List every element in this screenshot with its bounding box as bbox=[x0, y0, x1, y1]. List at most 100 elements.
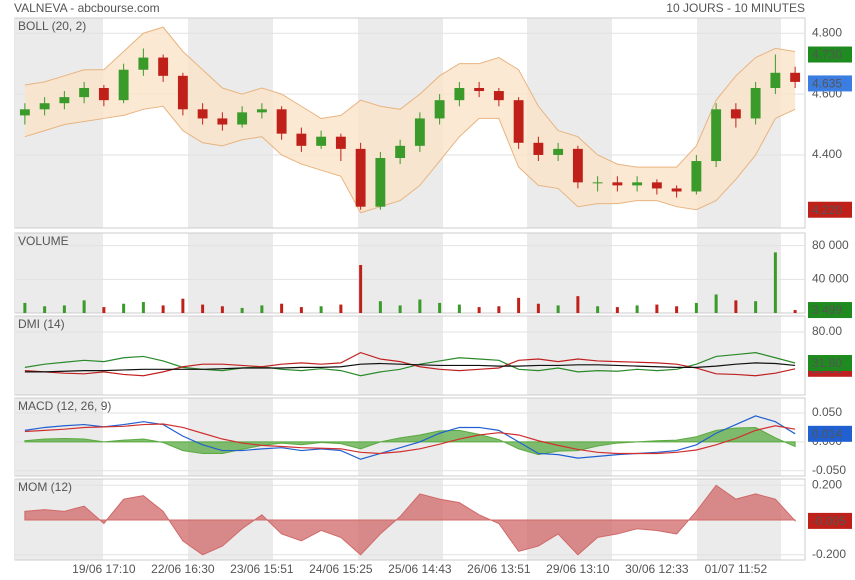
candle-body bbox=[493, 91, 504, 101]
volume-bar bbox=[714, 294, 718, 313]
candle-body bbox=[19, 109, 30, 116]
volume-bar bbox=[694, 302, 698, 313]
x-tick-label: 01/07 11:52 bbox=[705, 562, 768, 576]
value-tag-label: 4.220 bbox=[812, 203, 842, 217]
series-line bbox=[24, 415, 796, 460]
volume-bar bbox=[655, 304, 659, 313]
day-shade bbox=[358, 316, 443, 395]
panel-title: VOLUME bbox=[18, 234, 69, 248]
volume-bar bbox=[280, 303, 284, 313]
volume-bar bbox=[556, 305, 560, 313]
candle-body bbox=[395, 145, 406, 158]
volume-bar bbox=[754, 301, 758, 313]
candle-body bbox=[197, 109, 208, 119]
volume-bar bbox=[102, 307, 106, 313]
value-tag-label: 4.635 bbox=[812, 77, 842, 91]
day-shade bbox=[697, 233, 781, 313]
volume-bar bbox=[201, 304, 205, 313]
value-tag bbox=[808, 75, 852, 92]
value-tag bbox=[808, 46, 852, 63]
volume-bar bbox=[240, 307, 244, 313]
page-title: VALNEVA - abcbourse.com bbox=[14, 1, 160, 15]
candle-body bbox=[572, 148, 583, 183]
y-tick-label: 4.400 bbox=[812, 147, 842, 161]
day-shade bbox=[527, 398, 612, 476]
panel-title: BOLL (20, 2) bbox=[18, 19, 86, 33]
day-shade bbox=[527, 479, 612, 560]
day-shade bbox=[188, 233, 273, 313]
x-tick-label: 22/06 16:30 bbox=[151, 562, 215, 576]
volume-bar bbox=[260, 305, 264, 313]
candle-body bbox=[414, 118, 425, 146]
y-tick-label: 0.200 bbox=[812, 477, 842, 491]
y-tick-label: 4.800 bbox=[812, 25, 842, 39]
candle-body bbox=[651, 182, 662, 189]
candle-body bbox=[217, 118, 228, 125]
x-tick-label: 19/06 17:10 bbox=[72, 562, 136, 576]
volume-bar bbox=[497, 306, 501, 313]
volume-bar bbox=[319, 306, 323, 313]
candle-body bbox=[533, 142, 544, 155]
value-tag-label: 4.730 bbox=[812, 48, 842, 62]
volume-bar bbox=[615, 307, 619, 313]
candle-body bbox=[790, 72, 801, 82]
candle-body bbox=[335, 136, 346, 149]
volume-bar bbox=[141, 302, 145, 313]
volume-bar bbox=[675, 306, 679, 313]
x-tick-label: 23/06 15:51 bbox=[230, 562, 294, 576]
candle-body bbox=[612, 182, 623, 186]
candle-body bbox=[711, 109, 722, 162]
volume-bar bbox=[299, 307, 303, 313]
series-line bbox=[24, 362, 796, 373]
value-tag-label: 0.014 bbox=[812, 427, 842, 441]
value-tag bbox=[808, 355, 852, 372]
volume-bar bbox=[122, 303, 126, 313]
value-tag bbox=[808, 512, 852, 529]
volume-bar bbox=[418, 299, 422, 313]
value-tag-label: 3 499 bbox=[812, 303, 842, 317]
candle-body bbox=[355, 148, 366, 207]
day-shade bbox=[527, 233, 612, 313]
candle-body bbox=[158, 57, 169, 76]
volume-bar bbox=[536, 303, 540, 313]
candle-body bbox=[454, 88, 465, 101]
y-tick-label: 80 000 bbox=[812, 238, 849, 252]
candle-body bbox=[276, 109, 287, 134]
y-tick-label: -0.050 bbox=[812, 463, 846, 477]
y-tick-label: 0.050 bbox=[812, 405, 842, 419]
x-tick-label: 25/06 14:43 bbox=[388, 562, 452, 576]
panel-title: DMI (14) bbox=[18, 317, 65, 331]
period: 10 JOURS - 10 MINUTES bbox=[666, 1, 805, 15]
volume-bar bbox=[181, 298, 185, 313]
volume-bar bbox=[438, 302, 442, 313]
day-shade bbox=[15, 233, 103, 313]
y-tick-label: -0.200 bbox=[812, 547, 846, 561]
y-tick-label: 40 000 bbox=[812, 271, 849, 285]
volume-bar bbox=[596, 306, 600, 313]
candle-body bbox=[632, 182, 643, 186]
value-tag bbox=[808, 302, 852, 319]
day-shade bbox=[188, 316, 273, 395]
candle-body bbox=[671, 188, 682, 192]
candle-body bbox=[256, 109, 267, 113]
candle-body bbox=[375, 158, 386, 207]
panel-title: MACD (12, 26, 9) bbox=[18, 399, 111, 413]
volume-bar bbox=[339, 304, 343, 313]
candle-body bbox=[691, 161, 702, 192]
candle-body bbox=[316, 136, 327, 146]
candle-body bbox=[592, 182, 603, 184]
candle-body bbox=[79, 88, 90, 98]
day-shade bbox=[15, 316, 103, 395]
y-tick-label: 80.00 bbox=[812, 324, 842, 338]
band-line bbox=[24, 26, 796, 168]
candle-body bbox=[177, 75, 188, 110]
panel-title: MOM (12) bbox=[18, 480, 72, 494]
volume-bar bbox=[220, 306, 224, 313]
value-tag bbox=[808, 201, 852, 218]
volume-bar bbox=[62, 305, 66, 313]
series-line bbox=[24, 423, 796, 455]
day-shade bbox=[15, 398, 103, 476]
band-line bbox=[24, 105, 796, 214]
x-tick-label: 30/06 12:33 bbox=[625, 562, 689, 576]
candle-body bbox=[730, 109, 741, 119]
